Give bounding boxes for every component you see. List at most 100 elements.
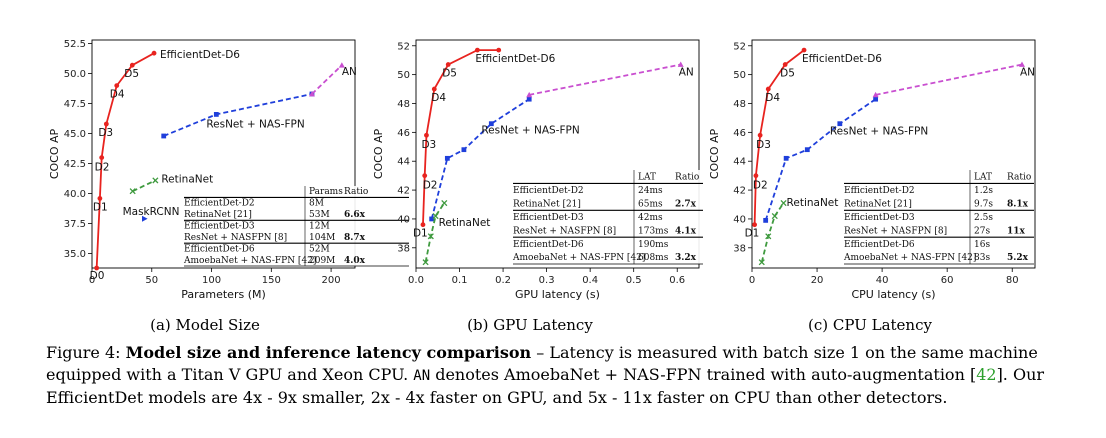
axes-frame <box>751 39 1036 269</box>
table-cell: 8M <box>309 199 324 209</box>
y-axis-label: COCO AP <box>372 128 385 179</box>
series-annotation: RetinaNet <box>161 173 213 185</box>
series-line-retina <box>132 179 156 193</box>
caption-part-2: denotes AmoebaNet + NAS-FPN trained with… <box>430 365 977 384</box>
data-point-retina <box>427 233 434 240</box>
data-point-retina <box>432 212 439 220</box>
table-cell: 4.0x <box>344 256 366 266</box>
point-label: EfficientDet-D6 <box>160 49 240 61</box>
table-cell: EfficientDet-D2 <box>184 199 255 209</box>
x-tick-label: 0.1 <box>452 275 468 286</box>
data-point-effdet <box>94 265 100 271</box>
chart-svg: 0.0 0.1 0.2 0.3 0.4 0.5 0.6 38 40 42 44 46 48 50 52 GPU… <box>372 39 703 301</box>
table-cell: EfficientDet-D2 <box>513 186 584 196</box>
point-label: D1 <box>745 228 760 240</box>
table-header-cell: Ratio <box>675 173 699 183</box>
data-point-resnet <box>488 121 494 127</box>
table-cell: ResNet + NASFPN [8] <box>184 233 287 243</box>
x-axis-label: Parameters (M) <box>181 288 266 301</box>
table-cell: 11x <box>1007 226 1026 236</box>
x-tick-label: 0 <box>749 275 755 286</box>
data-point-retina <box>129 188 136 195</box>
table-background <box>513 170 703 264</box>
y-tick-label: 35.0 <box>64 249 86 260</box>
caption-citation[interactable]: 42 <box>976 365 997 384</box>
x-tick-label: 0.5 <box>626 275 642 286</box>
table-cell: 4.1x <box>675 226 697 236</box>
point-label: D3 <box>98 127 113 139</box>
table-cell: AmoebaNet + NAS-FPN [42] <box>512 253 645 263</box>
table-background <box>184 186 409 266</box>
data-point-retina <box>422 259 429 266</box>
data-point-retina <box>780 200 787 207</box>
data-point-effdet <box>801 47 807 53</box>
y-tick-label: 42.5 <box>64 159 86 170</box>
table-cell: EfficientDet-D6 <box>184 244 255 254</box>
series-annotation: RetinaNet <box>787 197 839 209</box>
y-tick-label: 50 <box>397 70 410 81</box>
data-point-resnet <box>161 133 167 139</box>
point-label: EfficientDet-D6 <box>475 53 555 65</box>
table-cell: 65ms <box>638 200 663 210</box>
table-cell: 83s <box>974 253 990 263</box>
table-header-cell: LAT <box>974 173 992 183</box>
table-cell: 52M <box>309 244 330 254</box>
x-tick-label: 40 <box>876 275 889 286</box>
y-tick-label: 48 <box>397 99 410 110</box>
point-label: D4 <box>110 89 125 101</box>
data-point-resnet <box>461 147 467 153</box>
caption-fig: Figure 4: <box>46 343 126 362</box>
caption-part-3: ]. Our EfficientDet models are 4x - 9x s… <box>46 365 1045 407</box>
x-tick-label: 20 <box>811 275 824 286</box>
table-cell: 24ms <box>638 186 663 196</box>
data-point-retina <box>152 177 159 184</box>
data-point-retina <box>758 259 765 266</box>
caption-an: AN <box>413 368 431 384</box>
series-line-effdet <box>95 52 155 269</box>
point-label: D5 <box>442 68 457 80</box>
x-tick-label: 0.2 <box>495 275 511 286</box>
data-point-amoeba <box>872 91 879 98</box>
table-cell: 5.2x <box>1007 253 1029 263</box>
y-tick-label: 47.5 <box>64 99 86 110</box>
chart-svg: 0 20 40 60 80 38 40 42 44 46 48 50 52 CPU latency (s)… <box>708 39 1036 301</box>
table-cell: RetinaNet [21] <box>184 210 252 220</box>
y-tick-label: 40 <box>733 214 746 225</box>
x-tick-label: 0 <box>89 275 95 286</box>
table-cell: EfficientDet-D6 <box>513 240 584 250</box>
data-point-effdet <box>151 50 157 56</box>
table-cell: 2.5s <box>974 213 993 223</box>
data-point-amoeba <box>308 91 315 97</box>
caption-part-1: – Latency is measured with batch size 1 … <box>46 343 1038 384</box>
data-point-resnet <box>783 155 789 161</box>
table-cell: 104M <box>309 233 335 243</box>
series-line-effdet <box>753 49 805 225</box>
table-cell: EfficientDet-D3 <box>844 213 915 223</box>
x-tick-label: 0.6 <box>669 275 685 286</box>
table-cell: 608ms <box>638 253 669 263</box>
table-cell: EfficientDet-D3 <box>513 213 584 223</box>
y-tick-label: 46 <box>733 128 746 139</box>
x-tick-label: 0.0 <box>408 275 424 286</box>
data-point-resnet <box>429 216 435 222</box>
figure-caption: Figure 4: Model size and inference laten… <box>46 342 1076 409</box>
data-point-resnet <box>837 121 843 127</box>
x-tick-label: 200 <box>322 275 341 286</box>
table-cell: 173ms <box>638 226 669 236</box>
series-line-amoeba <box>875 63 1023 96</box>
point-label: D2 <box>753 180 768 192</box>
axes-frame <box>91 39 356 269</box>
chart-model-size: 0 50 100 150 200 35.0 37.5 40.0 42.5 45.0 47.5 50.0… <box>44 0 409 316</box>
data-point-effdet <box>129 62 135 68</box>
x-axis-label: GPU latency (s) <box>515 288 600 301</box>
x-axis-label: CPU latency (s) <box>851 288 935 301</box>
table-cell: ResNet + NASFPN [8] <box>513 226 616 236</box>
data-point-effdet <box>114 83 120 88</box>
table-cell: EfficientDet-D2 <box>844 186 915 196</box>
data-point-mask <box>142 215 148 222</box>
y-tick-label: 46 <box>397 128 410 139</box>
y-tick-label: 37.5 <box>64 219 86 230</box>
chart-cpu-latency: 0 20 40 60 80 38 40 42 44 46 48 50 52 CPU latency (s)… <box>704 0 1044 316</box>
y-tick-label: 52 <box>733 41 746 52</box>
y-tick-label: 50.0 <box>64 69 86 80</box>
